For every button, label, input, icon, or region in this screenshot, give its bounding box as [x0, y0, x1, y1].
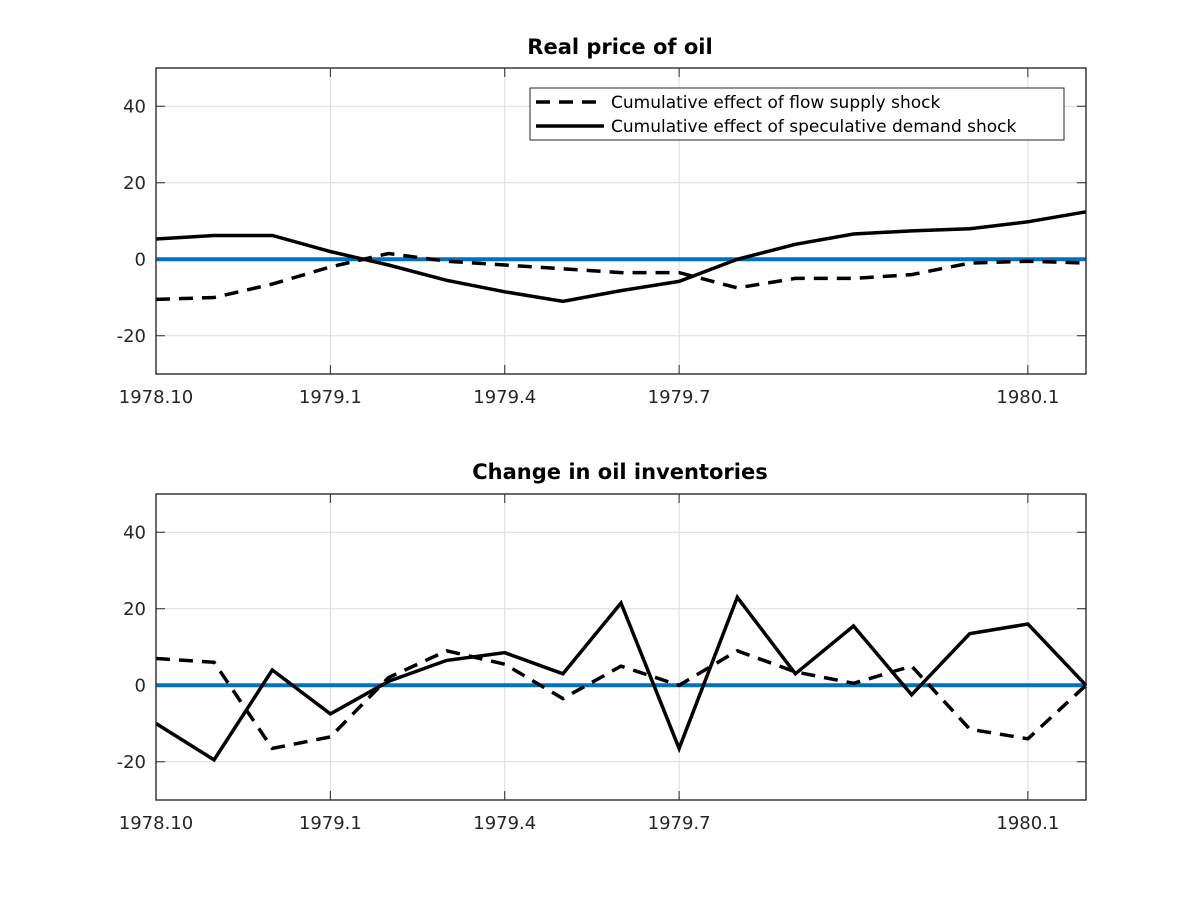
series-line-flow-supply	[155, 648, 1088, 751]
series-layer	[155, 210, 1087, 304]
chart-title: Change in oil inventories	[472, 460, 767, 484]
x-tick-label: 1979.7	[648, 813, 711, 834]
legend-label-speculative-demand: Cumulative effect of speculative demand …	[611, 117, 1017, 137]
x-tick-label: 1979.4	[473, 387, 536, 408]
y-tick-label: -20	[117, 326, 146, 347]
chart-title: Real price of oil	[527, 35, 712, 59]
y-tick-label: 20	[123, 173, 146, 194]
y-tick-label: 20	[123, 599, 146, 620]
x-tick-label: 1979.1	[299, 387, 362, 408]
chart-change-in-oil-inventories: Change in oil inventories 1978.10 1979.1 1…	[117, 460, 1088, 834]
y-tick-label: -20	[117, 752, 146, 773]
x-tick-label: 1978.10	[119, 813, 193, 834]
y-tick-label: 40	[123, 96, 146, 117]
axes-frame	[155, 67, 1087, 375]
x-tick-label: 1978.10	[119, 387, 193, 408]
series-line-speculative-demand	[155, 210, 1087, 304]
series-layer	[155, 593, 1088, 763]
axes-frame	[155, 493, 1087, 801]
legend-box	[529, 87, 1065, 141]
y-tick-label: 0	[135, 675, 146, 696]
y-tick-label: 0	[135, 249, 146, 270]
tick-labels-layer: 1978.10 1979.1 1979.4 1979.7 1980.1 -20 0 20 40	[117, 522, 1060, 834]
chart-real-price-of-oil: Real price of oil 1978.10 1979.1 1979.4 197…	[117, 35, 1087, 408]
x-tick-label: 1979.1	[299, 813, 362, 834]
x-tick-label: 1980.1	[996, 813, 1059, 834]
series-line-flow-supply	[155, 251, 1087, 302]
axes-box	[155, 493, 1087, 801]
legend-label-flow-supply: Cumulative effect of flow supply shock	[611, 93, 940, 113]
legend: Cumulative effect of flow supply shock C…	[529, 87, 1065, 141]
series-line-speculative-demand	[155, 593, 1088, 763]
x-tick-label: 1979.4	[473, 813, 536, 834]
x-tick-label: 1980.1	[996, 387, 1059, 408]
x-tick-label: 1979.7	[648, 387, 711, 408]
y-tick-label: 40	[123, 522, 146, 543]
tick-labels-layer: 1978.10 1979.1 1979.4 1979.7 1980.1 -20 0 20 40	[117, 96, 1060, 408]
